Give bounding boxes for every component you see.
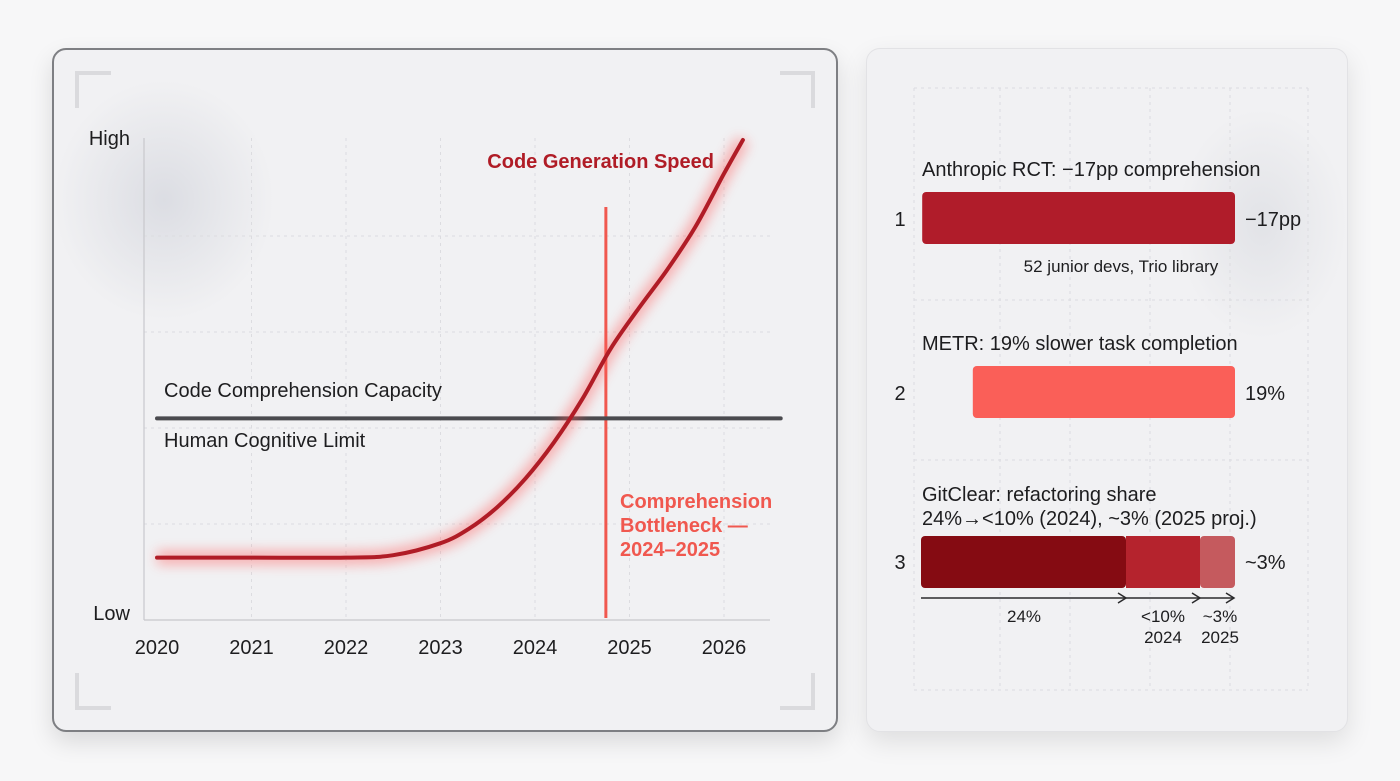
x-tick-label: 2025 bbox=[607, 637, 652, 659]
bottleneck-label-line: Bottleneck — bbox=[620, 515, 748, 537]
segment-label: 2025 bbox=[1201, 628, 1239, 647]
bar-note: 52 junior devs, Trio library bbox=[1024, 257, 1219, 276]
capacity-line-label: Code Comprehension Capacity bbox=[164, 380, 442, 402]
trend-chart-panel bbox=[52, 48, 838, 732]
bar-segment bbox=[1200, 536, 1235, 588]
limit-line-label: Human Cognitive Limit bbox=[164, 430, 366, 452]
segment-label: 2024 bbox=[1144, 628, 1182, 647]
bar-segment bbox=[1126, 536, 1200, 588]
bar bbox=[972, 366, 1235, 418]
x-tick-label: 2023 bbox=[418, 637, 463, 659]
segment-label: <10% bbox=[1141, 607, 1185, 626]
y-tick-label-high: High bbox=[89, 128, 130, 150]
frame-corner-marks bbox=[75, 71, 815, 710]
series-layer bbox=[155, 136, 783, 618]
x-tick-label: 2026 bbox=[702, 637, 747, 659]
background-blur bbox=[54, 80, 274, 320]
row-rank: 2 bbox=[894, 383, 905, 405]
x-tick-label: 2020 bbox=[135, 637, 180, 659]
segment-arrows bbox=[921, 592, 1236, 604]
x-tick-label: 2021 bbox=[229, 637, 274, 659]
bar bbox=[922, 192, 1235, 244]
bottleneck-label-line: 2024–2025 bbox=[620, 539, 720, 561]
bar-value-label: ~3% bbox=[1245, 552, 1286, 574]
row-rank: 3 bbox=[894, 552, 905, 574]
x-tick-label: 2022 bbox=[324, 637, 369, 659]
x-tick-labels: 2020 2021 2022 2023 2024 2025 2026 bbox=[135, 637, 747, 659]
bar-segment bbox=[921, 536, 1126, 588]
row-title: GitClear: refactoring share bbox=[922, 484, 1157, 506]
segment-label: ~3% bbox=[1203, 607, 1238, 626]
row-title: Anthropic RCT: −17pp comprehension bbox=[922, 159, 1261, 181]
bottleneck-label-line: Comprehension bbox=[620, 491, 772, 513]
y-tick-label-low: Low bbox=[93, 603, 130, 625]
bar-value-label: −17pp bbox=[1245, 209, 1301, 231]
code-generation-speed-line bbox=[155, 138, 745, 560]
row-title: METR: 19% slower task completion bbox=[922, 333, 1238, 355]
row-title: 24%→<10% (2024), ~3% (2025 proj.) bbox=[922, 508, 1257, 530]
bottleneck-label: Comprehension Bottleneck — 2024–2025 bbox=[620, 491, 772, 561]
segment-label: 24% bbox=[1007, 607, 1041, 626]
bars-layer bbox=[921, 192, 1235, 588]
row-rank: 1 bbox=[894, 209, 905, 231]
x-tick-label: 2024 bbox=[513, 637, 558, 659]
code-generation-speed-label: Code Generation Speed bbox=[487, 151, 714, 173]
bar-value-label: 19% bbox=[1245, 383, 1285, 405]
